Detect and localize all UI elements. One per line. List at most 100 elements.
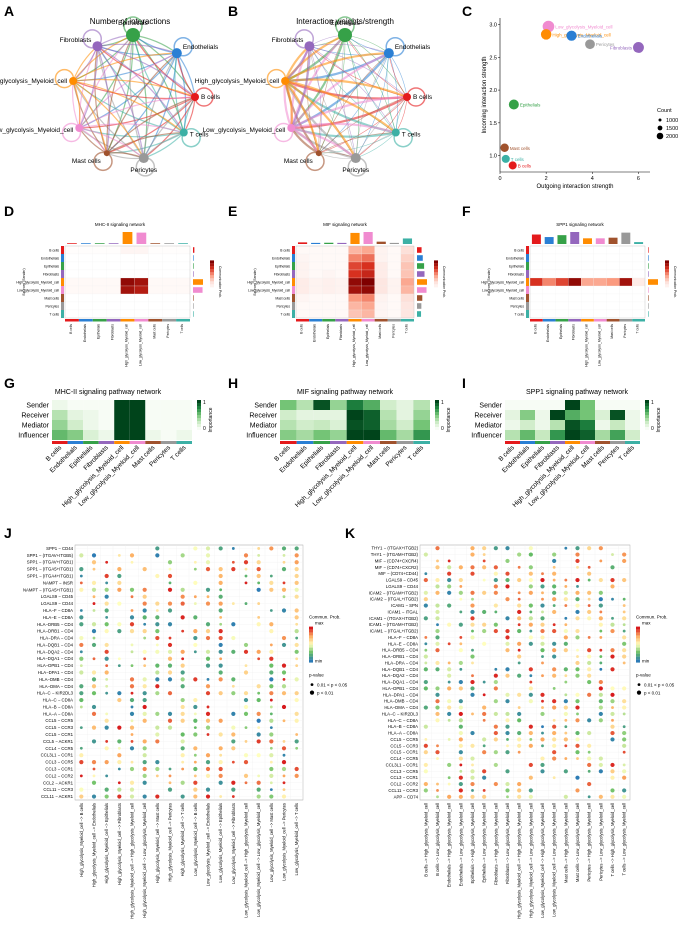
bubble-hla-c-cd8a-7 — [505, 718, 510, 723]
bubble-hla-dqa1-cd4-14 — [257, 657, 261, 661]
bubble-hla-drb1-cd4-4 — [129, 629, 135, 634]
bubble-icam1-itgax-itgb2-17 — [622, 616, 627, 621]
cell-high-glycolysis-myeloid-cell-b-cells — [295, 277, 310, 287]
bubble-icam1-itgam-itgb2-4 — [470, 622, 475, 627]
bubble-hla-dra-cd4-7 — [168, 636, 172, 640]
bubble-ccl5-ccr3-7 — [167, 725, 173, 730]
bubble-ccl3-ccr5-1 — [91, 759, 97, 765]
col-color-t-cells — [176, 319, 190, 322]
colorbar-min: 0 — [203, 426, 206, 432]
bubble-ccl3-ccr5-7 — [505, 769, 510, 774]
col-label-2: Endothelials −> High_glycolysis_Myeloid_… — [447, 803, 452, 887]
bubble-lgals9-cd44-12 — [564, 585, 568, 588]
cell-t-cells-b-cells — [64, 309, 79, 319]
bubble-icam1-itgal-itgb2-6 — [493, 628, 498, 634]
cell-high-glycolysis-myeloid-cell-pericytes — [619, 277, 633, 287]
colorbar-step — [434, 275, 438, 279]
col-label-17: Low_glycolysis_Myeloid_cell −> T cells — [294, 803, 299, 875]
bubble-ccl2-ackr1-12 — [231, 780, 236, 785]
cell-endothelials-t-cells — [632, 253, 646, 263]
bubble-ccl11-ackr1-8 — [180, 794, 185, 799]
colorbar-step — [636, 659, 640, 663]
cell-mediator-high-glycolysis-myeloid-cell — [346, 420, 364, 430]
cell-pericytes-pericytes — [387, 301, 401, 311]
col-color-b-cells — [280, 441, 297, 444]
bubble-ccl11-ccr3-3 — [117, 787, 122, 792]
col-label-t-cells: T cells — [404, 324, 408, 334]
node-label-high-glycolysis-myeloid-cell: High_glycolysis_Myeloid_cell — [0, 78, 68, 85]
cell-mediator-fibroblasts — [550, 420, 565, 430]
col-color-endothelials — [67, 441, 84, 444]
bubble-spp1-cd44-9 — [193, 546, 198, 551]
bubble-spp1-itgav-itgb5-3 — [117, 553, 121, 557]
bubble-ccl3-ccr1-16 — [281, 766, 287, 772]
col-bar-mast-cells — [376, 241, 386, 244]
self-loop-t-cells — [393, 127, 413, 148]
cell-mediator-endothelials — [520, 420, 535, 430]
bubble-icam2-itgam-itgb2-15 — [598, 590, 603, 595]
bubble-ccl5-ccr3-13 — [575, 743, 580, 748]
bubble-icam1-spn-1 — [435, 603, 440, 608]
col-color-high-glycolysis-myeloid-cell — [581, 319, 594, 322]
bubble-icam2-itgam-itgb2-11 — [552, 590, 557, 595]
cell-epithelials-low-glycolysis-myeloid-cell — [134, 261, 149, 271]
bubble-nampt-insr-1 — [91, 580, 97, 586]
row-label-ccl3l1-ccr1: CCL3L1 − CCR1 — [386, 762, 419, 767]
bubble-hla-a-cd8a-7 — [505, 730, 510, 736]
row-color-t-cells — [292, 310, 295, 318]
bubble-app-cd74-14 — [587, 795, 591, 799]
row-color-high-glycolysis-myeloid-cell — [526, 278, 529, 286]
edge-mast-cells-endothelials — [318, 52, 390, 154]
panel-letter-d: D — [4, 203, 14, 219]
bubble-hla-c-kir2dl3-17 — [622, 712, 626, 716]
bubble-ccl3l1-ccr1-16 — [610, 762, 615, 768]
bubble-hla-b-cd8a-5 — [142, 704, 147, 710]
cell-t-cells-pericytes — [387, 309, 401, 319]
bubble-ccl3-ccr1-7 — [168, 767, 172, 771]
bubble-lgals9-cd44-3 — [117, 601, 122, 606]
cell-t-cells-low-glycolysis-myeloid-cell — [361, 309, 375, 319]
bubble-hla-f-cd8a-11 — [218, 608, 223, 613]
bubble-icam1-spn-0 — [423, 603, 428, 608]
bubble-ccl3l1-ccr1-10 — [205, 753, 211, 758]
cell-pericytes-fibroblasts — [106, 301, 121, 311]
cell-influencer-t-cells — [413, 430, 430, 440]
col-color-epithelials — [322, 319, 336, 322]
bubble-icam1-itgam-itgb2-15 — [598, 622, 603, 627]
cell-t-cells-epithelials — [92, 309, 107, 319]
cell-mediator-fibroblasts — [98, 420, 115, 430]
point-label-mast-cells: Mast cells — [510, 146, 531, 151]
bubble-icam1-spn-13 — [575, 603, 580, 608]
node-label-endothelials: Endothelials — [395, 44, 431, 51]
panel-letter-k: K — [345, 525, 355, 541]
cell-b-cells-mast-cells — [606, 245, 620, 255]
bubble-lgals9-cd44-3 — [459, 585, 463, 588]
cell-mediator-t-cells — [413, 420, 430, 430]
edge-high-glycolysis-myeloid-cell-endothelials — [284, 52, 389, 82]
bubble-hla-b-cd8a-10 — [541, 725, 544, 729]
bubble-hla-a-cd8a-7 — [167, 711, 173, 716]
bubble-thy1-itgam-itgb2-13 — [575, 552, 580, 557]
col-color-mast-cells — [145, 441, 161, 444]
col-label-5: Epithelials −> Low_glycolysis_Myeloid_ce… — [482, 803, 487, 883]
bubble-ccl4-ccr5-4 — [470, 756, 475, 761]
cell-fibroblasts-high-glycolysis-myeloid-cell — [348, 269, 362, 279]
bubble-ccl3-ccr5-12 — [563, 769, 568, 774]
bubble-hla-drb1-cd4-15 — [269, 629, 274, 634]
bubble-hla-dqa1-cd4-10 — [205, 656, 211, 661]
bubble-ccl3l1-ccr1-10 — [540, 762, 545, 768]
bubble-spp1-itga4-itgb1-2 — [104, 573, 109, 579]
cell-mediator-pericytes — [396, 420, 414, 430]
cell-endothelials-b-cells — [529, 253, 543, 263]
colorbar-step — [636, 650, 640, 654]
bubble-hla-e-cd8a-1 — [435, 641, 440, 646]
col-bar-fibroblasts — [570, 232, 580, 244]
bubble-hla-dmb-cd4-9 — [193, 677, 198, 682]
bubble-ccl2-ccr2-1 — [92, 774, 96, 778]
bubble-hla-drb1-cd4-0 — [423, 654, 428, 659]
bubble-hla-a-cd8a-13 — [575, 730, 580, 736]
bubble-hla-dma-cd4-1 — [435, 705, 440, 710]
bubble-hla-b-cd8a-9 — [528, 724, 533, 729]
bubble-ccl5-ccr5-10 — [205, 718, 211, 723]
